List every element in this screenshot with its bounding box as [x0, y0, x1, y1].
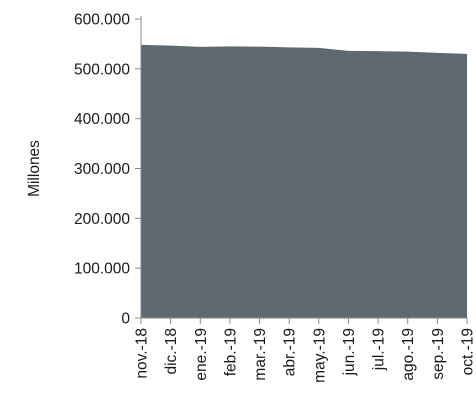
- plot-area: [141, 45, 467, 318]
- y-axis: 0 100.000 200.000 300.000 400.000 500.000 600.…: [74, 12, 141, 328]
- x-tick-label: jul.-19: [371, 328, 388, 371]
- y-tick-label: 100.000: [74, 261, 130, 278]
- x-tick-label: may.-19: [311, 328, 328, 383]
- x-tick-label: mar.-19: [252, 328, 269, 381]
- y-tick-label: 400.000: [74, 111, 130, 128]
- y-tick-label: 200.000: [74, 211, 130, 228]
- x-tick-label: nov.-18: [134, 328, 151, 379]
- x-tick-label: abr.-19: [282, 328, 299, 376]
- y-tick-label: 0: [121, 311, 130, 328]
- x-tick-label: feb.-19: [222, 328, 239, 376]
- x-tick-label: oct.-19: [460, 328, 476, 375]
- y-axis-title: Millones: [26, 140, 43, 197]
- x-tick-label: sep.-19: [430, 328, 447, 380]
- y-tick-label: 300.000: [74, 161, 130, 178]
- y-tick-label: 500.000: [74, 61, 130, 78]
- area-series: [141, 45, 467, 318]
- x-tick-label: ago.-19: [400, 328, 417, 381]
- x-tick-label: ene.-19: [193, 328, 210, 381]
- x-axis: nov.-18 dic.-18 ene.-19 feb.-19 mar.-19 abr.-…: [134, 318, 476, 383]
- y-tick-label: 600.000: [74, 12, 130, 29]
- x-tick-label: jun.-19: [341, 328, 358, 376]
- x-tick-label: dic.-18: [163, 328, 180, 375]
